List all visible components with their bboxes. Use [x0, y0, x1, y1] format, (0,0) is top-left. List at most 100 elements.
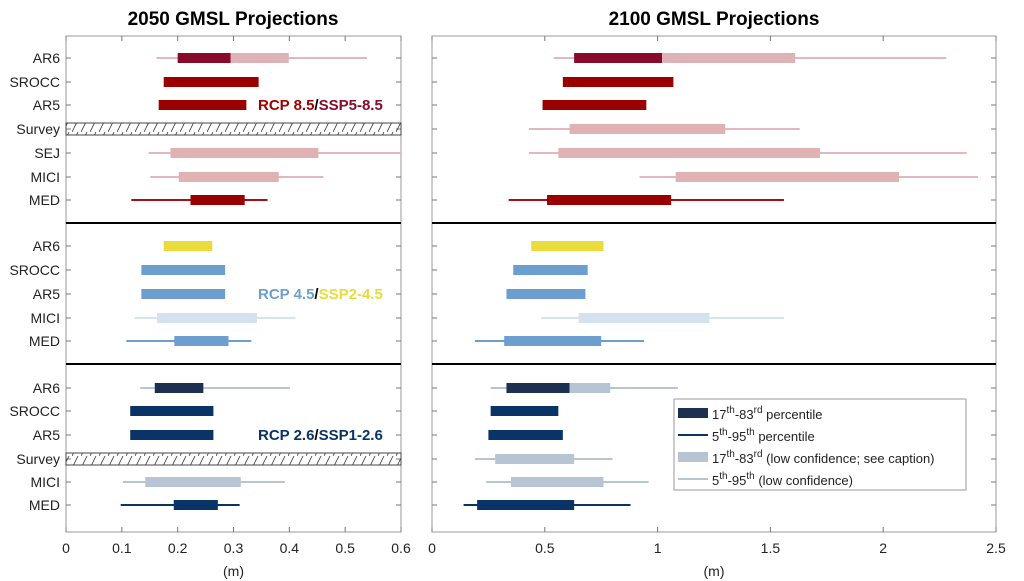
x-tick-label: 1: [654, 540, 662, 556]
x-tick-label: 0.6: [391, 540, 411, 556]
box-17-83: [675, 172, 899, 182]
row-ar5: AR5: [33, 286, 401, 302]
row-srocc: SROCC: [9, 262, 401, 278]
row-srocc: [432, 77, 996, 87]
legend-text: 5: [712, 473, 719, 488]
legend-sup: th: [726, 449, 734, 460]
scenario-label: RCP 2.6/SSP1-2.6: [258, 427, 383, 444]
x-tick-label: 0.4: [280, 540, 300, 556]
scenario-label: RCP 8.5/SSP5-8.5: [258, 97, 383, 114]
box-17-83: [170, 148, 319, 158]
box-17-83: [477, 500, 575, 510]
scenario-label-part: RCP 8.5: [258, 97, 314, 114]
box-17-83: [141, 289, 226, 299]
y-tick-label: MED: [29, 497, 60, 513]
row-sej: SEJ: [34, 145, 401, 161]
row-survey: Survey: [16, 451, 402, 467]
row-mici: MICI: [30, 169, 401, 185]
box-17-83: [488, 430, 563, 440]
y-tick-label: MICI: [30, 169, 60, 185]
legend-box: [673, 398, 967, 491]
legend: 17th-83rd percentile 5 th -95 th percentile 1…: [673, 398, 967, 491]
box-17-83: [547, 195, 672, 205]
legend-text: percentile: [763, 407, 823, 422]
box-17-83: [506, 289, 586, 299]
y-tick-label: MICI: [30, 474, 60, 490]
x-tick-label: 0: [62, 540, 70, 556]
row-ar6: AR6: [33, 238, 401, 254]
box-17-83: [145, 477, 241, 487]
box-17-83: [178, 172, 279, 182]
box-17-83: [531, 241, 604, 251]
box-17-83: [230, 53, 289, 63]
y-tick-label: SROCC: [9, 262, 60, 278]
box-17-83: [154, 383, 204, 393]
row-med: [432, 336, 996, 346]
box-17-83: [513, 265, 588, 275]
row-mici: MICI: [30, 474, 401, 490]
box-17-83: [130, 406, 214, 416]
legend-sup: th: [726, 405, 734, 416]
row-srocc: SROCC: [9, 74, 401, 90]
no-data-hatch: [65, 122, 402, 136]
box-17-83: [157, 313, 257, 323]
x-tick-label: 0: [428, 540, 436, 556]
legend-text: (low confidence; see caption): [763, 451, 935, 466]
legend-entry-label: 5th-95th (low confidence): [712, 471, 853, 488]
box-17-83: [163, 77, 259, 87]
legend-swatch-box: [678, 452, 708, 462]
box-17-83: [506, 383, 570, 393]
legend-entry-label: 17th-83rd percentile: [712, 405, 823, 422]
box-17-83: [163, 241, 213, 251]
x-axis-label: (m): [704, 563, 725, 579]
box-17-83: [177, 53, 231, 63]
legend-text: -95: [728, 429, 747, 444]
x-axis-label: (m): [223, 563, 244, 579]
y-tick-label: MED: [29, 192, 60, 208]
scenario-label-part: SSP1-2.6: [319, 427, 383, 444]
row-srocc: [432, 406, 996, 416]
row-med: MED: [29, 333, 401, 349]
legend-sup: rd: [754, 449, 763, 460]
y-tick-label: SEJ: [34, 145, 60, 161]
panel-2050: 2050 GMSL Projections 0 0.1 0.2 0.3 0.4 0.5 0.6…: [9, 9, 411, 579]
box-17-83: [562, 77, 674, 87]
row-ar6: AR6: [33, 50, 401, 66]
plot-frame: [65, 35, 402, 533]
row-med: [432, 195, 996, 205]
y-tick-label: SROCC: [9, 74, 60, 90]
y-tick-label: AR6: [33, 238, 60, 254]
chart-title: 2050 GMSL Projections: [128, 9, 339, 30]
box-17-83: [662, 53, 796, 63]
box-17-83: [130, 430, 214, 440]
box-17-83: [574, 53, 663, 63]
box-17-83: [490, 406, 559, 416]
y-tick-label: MICI: [30, 310, 60, 326]
row-med: MED: [29, 497, 401, 513]
legend-entry-label: 17th-83rd (low confidence; see caption): [712, 449, 935, 466]
x-tick-label: 0.1: [112, 540, 132, 556]
row-ar6: [432, 383, 996, 393]
box-17-83: [504, 336, 602, 346]
row-survey: Survey: [16, 121, 402, 137]
legend-text: (low confidence): [755, 473, 853, 488]
row-ar6: [432, 241, 996, 251]
x-tick-label: 2: [879, 540, 887, 556]
row-ar6: [432, 53, 996, 63]
box-17-83: [174, 336, 229, 346]
box-17-83: [510, 477, 604, 487]
box-17-83: [542, 100, 647, 110]
x-tick-label: 0.5: [535, 540, 555, 556]
y-tick-label: Survey: [16, 451, 60, 467]
box-17-83: [569, 383, 611, 393]
scenario-label-part: /: [314, 97, 319, 114]
legend-text: 17: [712, 407, 726, 422]
legend-text: -83: [735, 407, 754, 422]
y-tick-label: Survey: [16, 121, 60, 137]
legend-text: 5: [712, 429, 719, 444]
y-tick-label: SROCC: [9, 403, 60, 419]
y-tick-label: AR5: [33, 286, 60, 302]
y-tick-label: AR6: [33, 380, 60, 396]
